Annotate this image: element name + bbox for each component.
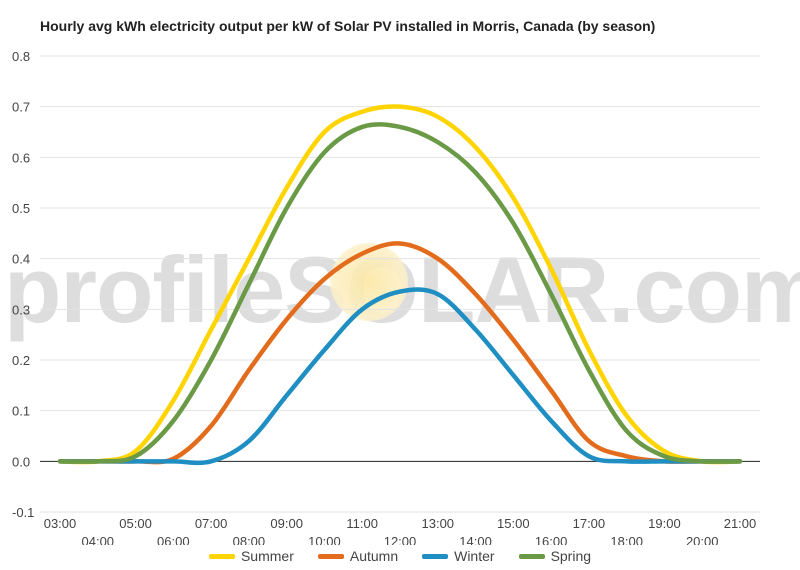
legend-item-autumn: Autumn xyxy=(317,548,399,564)
x-tick-label: 04:00 xyxy=(82,534,115,545)
y-tick-label: 0.8 xyxy=(12,49,30,64)
line-chart: -0.1 0.0 0.1 0.2 0.3 0.4 0.5 0.6 0.7 0.8 03:00 04:0… xyxy=(12,49,760,545)
legend-item-summer: Summer xyxy=(208,548,294,564)
legend-item-winter: Winter xyxy=(422,548,495,564)
watermark-sun-icon xyxy=(330,243,408,321)
y-tick-label: 0.6 xyxy=(12,150,30,165)
x-tick-label: 07:00 xyxy=(195,516,228,531)
y-tick-label: 0.1 xyxy=(12,404,30,419)
x-tick-label: 19:00 xyxy=(648,516,681,531)
legend-swatch xyxy=(422,553,449,559)
y-tick-label: 0.2 xyxy=(12,353,30,368)
series-line-autumn xyxy=(57,241,743,465)
x-tick-label: 12:00 xyxy=(384,534,417,545)
y-tick-label: 0.0 xyxy=(12,454,30,469)
x-tick-label: 21:00 xyxy=(724,516,757,531)
x-tick-label: 08:00 xyxy=(233,534,266,545)
x-tick-label: 15:00 xyxy=(497,516,530,531)
y-tick-label: 0.3 xyxy=(12,302,30,317)
legend-label: Autumn xyxy=(349,548,399,564)
x-tick-label: 09:00 xyxy=(270,516,303,531)
legend-swatch xyxy=(518,553,545,559)
x-tick-label: 13:00 xyxy=(422,516,455,531)
series-line-summer xyxy=(57,104,743,465)
x-tick-label: 14:00 xyxy=(459,534,492,545)
series-line-winter xyxy=(57,287,743,466)
legend-swatch xyxy=(208,553,235,559)
x-tick-label: 05:00 xyxy=(119,516,152,531)
x-tick-label: 17:00 xyxy=(573,516,606,531)
legend-label: Spring xyxy=(550,548,592,564)
series-line-spring xyxy=(57,122,743,464)
x-tick-label: 06:00 xyxy=(157,534,190,545)
legend-label: Winter xyxy=(454,548,495,564)
x-tick-label: 10:00 xyxy=(308,534,341,545)
x-tick-label: 03:00 xyxy=(44,516,77,531)
legend: Summer Autumn Winter Spring xyxy=(0,548,800,564)
y-tick-label: 0.4 xyxy=(12,252,30,267)
legend-item-spring: Spring xyxy=(518,548,592,564)
x-tick-label: 18:00 xyxy=(610,534,643,545)
x-tick-label: 16:00 xyxy=(535,534,568,545)
x-tick-label: 20:00 xyxy=(686,534,719,545)
y-tick-label: 0.7 xyxy=(12,100,30,115)
y-tick-label: -0.1 xyxy=(12,505,34,520)
x-tick-label: 11:00 xyxy=(346,516,378,531)
legend-label: Summer xyxy=(240,548,294,564)
y-tick-label: 0.5 xyxy=(12,201,30,216)
chart-title: Hourly avg kWh electricity output per kW… xyxy=(40,18,656,34)
legend-swatch xyxy=(317,553,344,559)
